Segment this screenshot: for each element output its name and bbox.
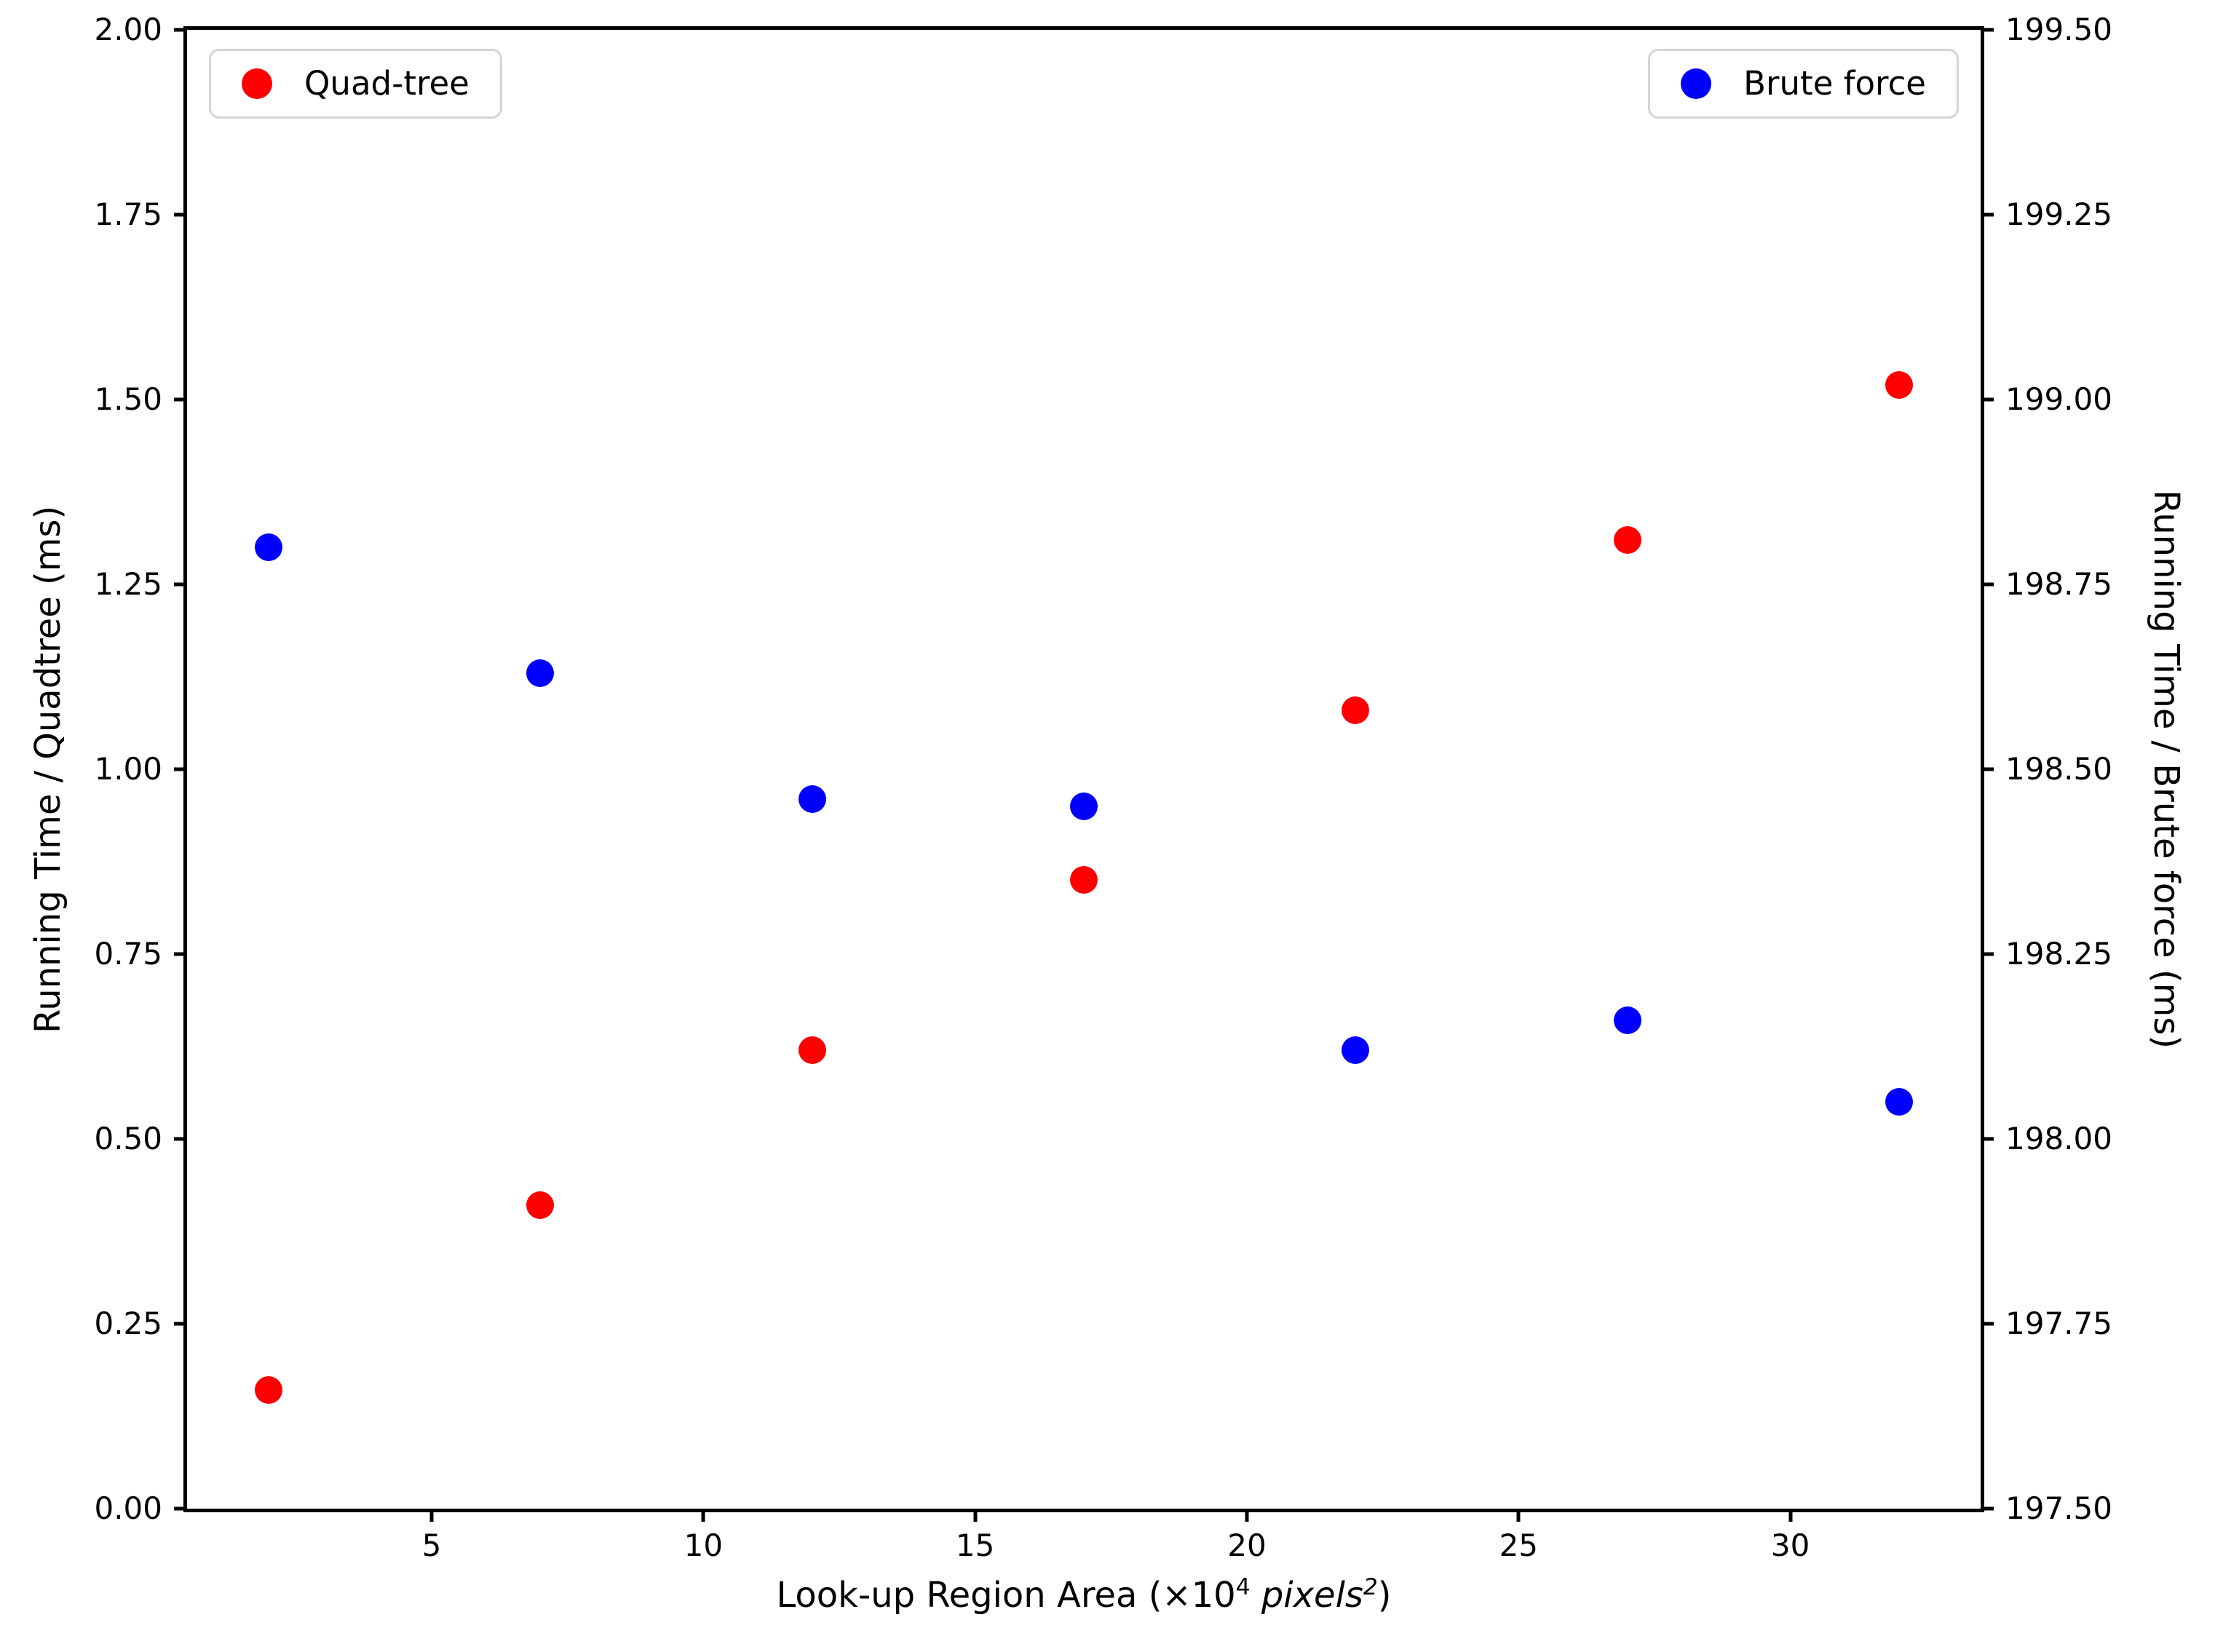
y-right-tick-mark: [1981, 952, 1994, 956]
y-left-tick-mark: [174, 767, 187, 771]
x-tick-label: 5: [421, 1528, 442, 1563]
bruteforce-legend-label: Brute force: [1743, 64, 1926, 103]
x-axis-label-units-exponent: 2: [1363, 1573, 1378, 1600]
quadtree-legend-marker-icon: [242, 68, 272, 99]
y-left-tick-label: 0.75: [94, 936, 162, 972]
data-point-bruteforce: [526, 659, 555, 687]
legend-bruteforce: Brute force: [1648, 49, 1959, 119]
y-right-tick-mark: [1981, 28, 1994, 32]
y-axis-right-label: Running Time / Brute force (ms): [2146, 489, 2187, 1049]
quadtree-legend-label: Quad-tree: [304, 64, 469, 103]
data-point-quadtree: [526, 1191, 555, 1220]
x-tick-label: 25: [1499, 1528, 1539, 1563]
data-point-bruteforce: [1885, 1088, 1913, 1116]
legend-quadtree: Quad-tree: [209, 49, 502, 119]
x-axis-spine: [183, 1509, 1984, 1512]
x-tick-label: 30: [1770, 1528, 1810, 1563]
x-axis-label-units: pixels: [1250, 1575, 1363, 1616]
plot-area: Quad-tree Brute force 5 10 15 20 25 30 0.00 0.2…: [94, 15, 2112, 1561]
y-left-tick-label: 1.25: [94, 566, 162, 602]
y-left-tick-mark: [174, 1322, 187, 1326]
y-right-tick-label: 199.00: [2005, 381, 2112, 417]
y-right-tick-mark: [1981, 767, 1994, 771]
y-left-tick-mark: [174, 28, 187, 32]
y-right-tick-mark: [1981, 397, 1994, 402]
x-tick-mark: [429, 1509, 434, 1522]
y-left-tick-mark: [174, 952, 187, 956]
y-axis-left-label: Running Time / Quadtree (ms): [28, 505, 68, 1033]
bruteforce-legend-marker-icon: [1681, 68, 1712, 99]
y-right-tick-mark: [1981, 1322, 1994, 1326]
y-right-tick-label: 199.50: [2005, 12, 2112, 47]
y-left-tick-mark: [174, 582, 187, 587]
y-left-tick-label: 0.25: [94, 1306, 162, 1341]
y-left-tick-mark: [174, 397, 187, 402]
x-tick-mark: [1516, 1509, 1521, 1522]
y-right-tick-label: 199.25: [2005, 196, 2112, 232]
x-tick-mark: [973, 1509, 978, 1522]
data-point-quadtree: [254, 1376, 282, 1405]
data-point-quadtree: [798, 1036, 826, 1065]
y-left-tick-mark: [174, 1506, 187, 1511]
y-right-tick-mark: [1981, 213, 1994, 217]
x-axis-label-close: ): [1377, 1575, 1392, 1616]
data-point-quadtree: [1613, 526, 1641, 555]
y-right-tick-label: 198.25: [2005, 936, 2112, 972]
y-left-tick-mark: [174, 1137, 187, 1141]
data-point-quadtree: [1342, 696, 1370, 724]
y-left-tick-label: 0.50: [94, 1121, 162, 1156]
data-point-bruteforce: [798, 785, 826, 813]
x-tick-mark: [1788, 1509, 1793, 1522]
x-tick-mark: [1245, 1509, 1249, 1522]
y-left-tick-label: 1.75: [94, 196, 162, 232]
y-right-tick-label: 197.50: [2005, 1490, 2112, 1526]
data-point-quadtree: [1070, 866, 1098, 894]
y-left-tick-label: 0.00: [94, 1490, 162, 1526]
data-point-bruteforce: [1070, 792, 1098, 820]
x-tick-label: 20: [1227, 1528, 1267, 1563]
y-right-tick-label: 197.75: [2005, 1306, 2112, 1341]
y-left-tick-label: 1.50: [94, 381, 162, 417]
x-tick-label: 15: [955, 1528, 995, 1563]
y-left-tick-label: 2.00: [94, 12, 162, 47]
y-right-tick-label: 198.50: [2005, 751, 2112, 787]
x-tick-mark: [701, 1509, 705, 1522]
y-right-tick-label: 198.75: [2005, 566, 2112, 602]
y-left-tick-label: 1.00: [94, 751, 162, 787]
data-point-bruteforce: [1613, 1006, 1641, 1035]
x-axis-label: Look-up Region Area (×104 pixels2): [187, 1573, 1981, 1616]
x-tick-label: 10: [683, 1528, 724, 1563]
y-right-tick-mark: [1981, 582, 1994, 587]
top-spine: [183, 26, 1984, 30]
x-axis-label-exponent: 4: [1235, 1573, 1251, 1600]
x-axis-label-text: Look-up Region Area (×10: [776, 1575, 1236, 1616]
data-point-bruteforce: [254, 533, 282, 562]
data-point-bruteforce: [1342, 1036, 1370, 1065]
y-left-tick-mark: [174, 213, 187, 217]
y-right-tick-mark: [1981, 1506, 1994, 1511]
y-right-tick-label: 198.00: [2005, 1121, 2112, 1156]
data-point-quadtree: [1885, 370, 1913, 399]
y-right-tick-mark: [1981, 1137, 1994, 1141]
